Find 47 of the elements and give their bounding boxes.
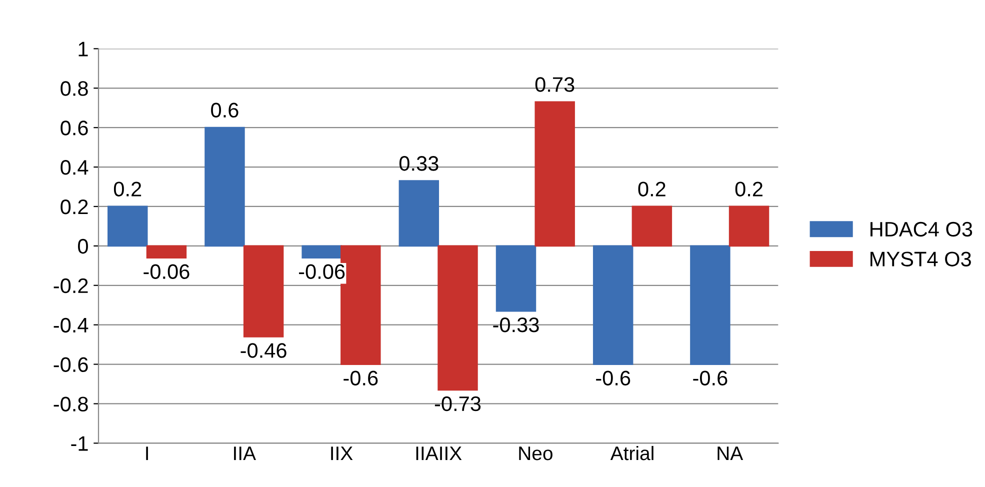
- data-label: 0.2: [114, 182, 142, 196]
- bar: [146, 245, 187, 258]
- data-label: -0.46: [240, 343, 286, 358]
- bar: [534, 101, 575, 247]
- x-tick-label: Neo: [519, 446, 552, 460]
- y-tick-label: -0.2: [54, 278, 88, 294]
- bar: [243, 245, 284, 338]
- legend-label: HDAC4 O3: [870, 222, 972, 237]
- data-label: -0.6: [596, 370, 630, 386]
- x-tick-label: NA: [718, 446, 744, 460]
- bar: [632, 206, 672, 247]
- y-tick-label: 0.8: [60, 81, 88, 96]
- bar: [398, 180, 440, 247]
- x-tick-label: I: [146, 446, 148, 460]
- x-tick-label: IIA: [234, 446, 256, 460]
- bar: [728, 206, 770, 247]
- y-tick-label: -0.6: [54, 357, 88, 372]
- data-label: 0.2: [735, 182, 762, 196]
- bar: [108, 206, 148, 247]
- data-label: -0.06: [299, 264, 345, 279]
- data-label: 0.73: [535, 77, 574, 92]
- data-label: 0.2: [638, 182, 666, 196]
- bar: [496, 245, 536, 312]
- y-tick-label: 0.4: [60, 160, 88, 175]
- data-label: 0.33: [399, 156, 438, 171]
- y-tick-label: -1: [71, 436, 88, 451]
- bar: [204, 126, 245, 247]
- x-tick-label: IIAIIX: [416, 446, 462, 460]
- data-label: -0.73: [434, 396, 481, 412]
- bar: [438, 245, 478, 391]
- bar: [302, 245, 342, 258]
- y-tick-label: -0.8: [54, 396, 88, 412]
- data-label: -0.06: [144, 264, 190, 279]
- bar: [592, 245, 634, 365]
- y-tick-label: 0: [78, 238, 88, 254]
- legend-label: MYST4 O3: [870, 252, 971, 266]
- y-tick-label: -0.4: [54, 318, 88, 333]
- x-tick-label: IIX: [331, 446, 353, 460]
- data-label: -0.6: [693, 370, 728, 386]
- data-label: -0.33: [493, 317, 539, 332]
- x-tick-label: Atrial: [610, 446, 654, 460]
- y-tick-label: 0.6: [60, 120, 88, 136]
- bar: [690, 245, 730, 365]
- data-label: -0.6: [344, 370, 378, 386]
- data-label: 0.6: [211, 102, 238, 118]
- y-tick-label: 0.2: [60, 199, 88, 214]
- y-tick-label: 1: [78, 42, 88, 56]
